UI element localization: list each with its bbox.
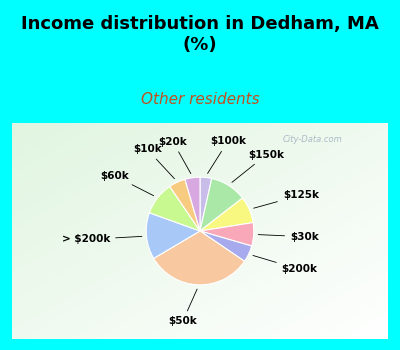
Text: City-Data.com: City-Data.com	[283, 135, 342, 144]
Text: > $200k: > $200k	[62, 234, 142, 245]
Text: $125k: $125k	[254, 190, 319, 208]
Wedge shape	[154, 231, 244, 285]
Wedge shape	[185, 177, 200, 231]
Text: $60k: $60k	[100, 171, 154, 196]
Text: $10k: $10k	[133, 144, 174, 179]
Wedge shape	[146, 213, 200, 258]
Text: $100k: $100k	[208, 136, 246, 174]
Text: $20k: $20k	[158, 136, 191, 174]
Text: $150k: $150k	[232, 150, 284, 182]
Wedge shape	[170, 179, 200, 231]
Text: $200k: $200k	[253, 256, 318, 274]
Wedge shape	[200, 198, 253, 231]
Text: $50k: $50k	[168, 289, 197, 326]
Wedge shape	[200, 223, 254, 246]
Text: $30k: $30k	[258, 232, 319, 242]
Wedge shape	[200, 231, 252, 261]
Text: Income distribution in Dedham, MA
(%): Income distribution in Dedham, MA (%)	[21, 15, 379, 54]
Text: Other residents: Other residents	[141, 92, 259, 107]
Wedge shape	[200, 177, 212, 231]
Wedge shape	[149, 187, 200, 231]
Wedge shape	[200, 178, 242, 231]
